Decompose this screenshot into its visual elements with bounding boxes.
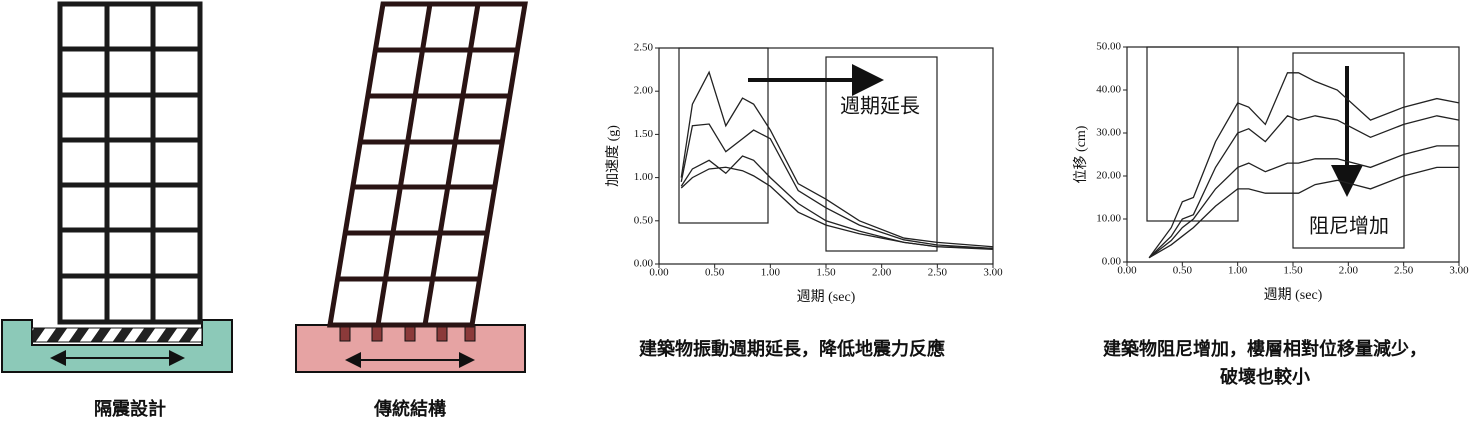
y-tick-label: 40.00: [1096, 84, 1121, 96]
caption: 建築物振動週期延長，降低地震力反應: [639, 338, 945, 360]
annotation: 阻尼增加: [1309, 214, 1389, 238]
caption: 建築物阻尼增加，樓層相對位移量減少，: [1103, 338, 1427, 360]
y-tick-label: 30.00: [1096, 127, 1121, 139]
line-series: [1148, 145, 1459, 259]
x-tick-label: 2.00: [872, 267, 892, 279]
x-tick-label: 1.50: [1283, 265, 1303, 277]
x-tick-label: 2.00: [1339, 265, 1359, 277]
y-tick-label: 20.00: [1096, 170, 1121, 182]
diagram-label: 傳統結構: [373, 398, 446, 420]
y-tick-label: 2.50: [634, 42, 654, 54]
highlight-boxes: [678, 46, 1405, 252]
line-series: [1148, 72, 1460, 259]
annotation: 週期延長: [840, 94, 920, 118]
line-series: [680, 123, 994, 250]
y-tick-label: 10.00: [1096, 213, 1121, 225]
x-tick-label: 1.00: [761, 267, 781, 279]
y-tick-label: 0.00: [634, 258, 654, 270]
diagram-label: 隔震設計: [94, 398, 166, 420]
y-axis-label: 加速度 (g): [605, 125, 621, 187]
line-series: [1148, 115, 1460, 259]
y-tick-label: 0.00: [1102, 256, 1122, 268]
x-tick-label: 1.00: [1228, 265, 1248, 277]
x-tick-label: 0.00: [1117, 265, 1137, 277]
line-series: [680, 70, 994, 248]
x-tick-label: 2.50: [928, 267, 948, 279]
x-tick-label: 2.50: [1394, 265, 1414, 277]
x-tick-label: 3.00: [983, 267, 1003, 279]
y-axis-label: 位移 (cm): [1073, 125, 1089, 183]
y-tick-label: 1.00: [634, 171, 654, 183]
x-axis-label: 週期 (sec): [1264, 287, 1323, 303]
x-tick-label: 1.50: [816, 267, 836, 279]
conventional-building: [295, 1, 528, 373]
y-tick-label: 2.00: [634, 85, 654, 97]
x-tick-label: 0.50: [1173, 265, 1193, 277]
x-tick-label: 3.00: [1449, 265, 1469, 277]
x-tick-label: 0.00: [649, 267, 669, 279]
line-series: [680, 166, 994, 250]
x-tick-label: 0.50: [705, 267, 725, 279]
caption: 破壞也較小: [1220, 366, 1310, 388]
y-tick-label: 50.00: [1096, 41, 1121, 53]
x-axis-label: 週期 (sec): [797, 289, 856, 305]
isolated-building: [1, 1, 233, 373]
y-tick-label: 0.50: [634, 214, 654, 226]
y-tick-label: 1.50: [634, 128, 654, 140]
line-series: [680, 155, 994, 250]
line-series: [1148, 166, 1459, 259]
